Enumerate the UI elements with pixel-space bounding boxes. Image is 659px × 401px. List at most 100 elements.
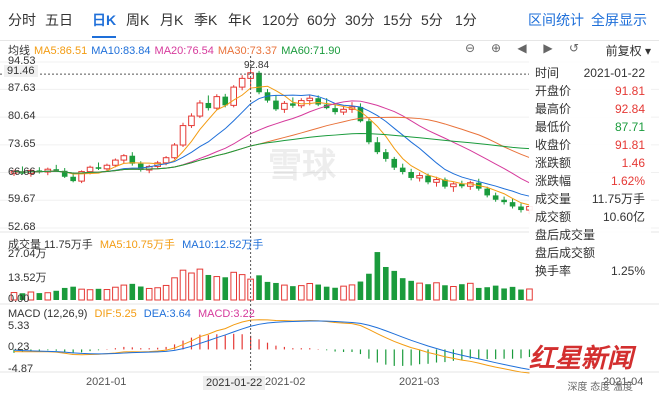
minus-icon[interactable]: ⊖ [464,41,476,55]
price-tick: 66.66 [8,165,36,178]
candle [273,100,279,110]
candle [450,183,457,188]
volume-bar [348,284,356,301]
candle [162,157,170,164]
tab-10[interactable]: 15分 [383,12,413,28]
info-value: 92.84 [614,102,645,116]
ma-item-3: MA30:73.37 [217,45,278,57]
volume-bar [188,272,195,301]
peak-label: 92.84 [244,60,270,71]
volume-bar [137,286,144,300]
info-key: 盘后成交额 [535,246,596,260]
volume-bar [10,292,18,301]
volume-bar [459,284,465,300]
info-key: 换手率 [535,264,572,278]
info-value: 1.25% [610,264,645,278]
volume-bar [145,287,153,301]
info-row: 成交额 10.60亿 [535,208,645,226]
tab-4[interactable]: 月K [160,12,184,28]
info-key: 成交量 [535,192,572,206]
candle [205,102,212,109]
tab-12[interactable]: 1分 [455,12,477,28]
volume-bar [391,270,398,300]
volume-title: 成交量 11.75万手 MA5:10.75万手 MA10:12.52万手 [8,236,267,252]
restore-dropdown[interactable]: 前复权 ▾ [606,42,651,59]
volume-bar [264,281,271,300]
tab-0[interactable]: 分时 [8,12,36,28]
ma-title: 均线 [8,45,30,57]
volume-bar [518,289,524,300]
info-value: 1.46 [621,156,645,170]
volume-bar [61,287,68,300]
info-key: 盘后成交量 [535,228,596,242]
info-key: 开盘价 [535,84,572,98]
volume-bar [416,282,423,301]
tab-11[interactable]: 5分 [421,12,443,28]
volume-bar [501,288,507,300]
macd-dea: DEA:3.64 [143,308,191,320]
candle [281,102,288,110]
volume-bar [171,277,178,301]
candle [459,183,465,187]
candle [171,144,178,159]
tab-9[interactable]: 30分 [345,12,375,28]
macd-tick: 0.23 [8,341,30,354]
tab-6[interactable]: 年K [228,12,252,28]
left-icon[interactable]: ◀ [517,41,527,55]
candle [95,167,102,169]
volume-bar [19,293,26,300]
macd-value: MACD:3.22 [197,308,255,320]
candle [120,155,128,161]
macd-label: MACD (12,26,9) [8,308,88,320]
tab-7[interactable]: 120分 [262,12,300,28]
volume-bar [509,286,516,300]
date-label: 2021-01-22 [203,376,266,390]
tab-1[interactable]: 五日 [45,12,73,28]
volume-tick: 13.52万 [8,272,47,284]
volume-bar [366,273,372,300]
volume-bar [467,282,474,301]
info-row: 时间 2021-01-22 [535,64,645,82]
candle [484,188,490,196]
fullscreen-button[interactable]: 全屏显示 [591,12,647,28]
volume-bar [290,286,296,300]
volume-bar [205,274,212,300]
candle [222,96,229,106]
date-label: 2021-04 [603,376,644,388]
volume-bar [383,266,389,300]
tab-3[interactable]: 周K [126,12,150,28]
price-tick: 52.68 [8,221,36,233]
candle [408,171,414,178]
volume-bar [281,284,288,301]
candle [442,179,448,187]
candle [391,158,398,168]
ma-legend: 均线 MA5:86.51 MA10:83.84 MA20:76.54 MA30:73.3… [8,42,345,58]
candle [230,86,237,106]
volume-bar [357,281,364,300]
candle [340,108,347,113]
tab-5[interactable]: 季K [194,12,218,28]
volume-bar [222,277,229,300]
info-row: 最高价 92.84 [535,100,645,118]
candle [53,169,60,171]
reset-icon[interactable]: ↺ [568,41,580,55]
candle [501,199,507,203]
right-icon[interactable]: ▶ [543,41,553,55]
volume-bar [129,283,136,300]
macd-tick: 5.33 [8,319,30,332]
volume-bar [196,268,204,301]
info-key: 涨跌幅 [535,174,572,188]
info-row: 最低价 87.71 [535,118,645,136]
volume-bar [298,285,305,301]
volume-bar [374,252,381,300]
volume-bar [27,291,35,301]
candle [366,121,372,143]
tab-8[interactable]: 60分 [307,12,337,28]
ma5-line [13,85,530,206]
tab-2[interactable]: 日K [92,12,117,38]
range-stats-button[interactable]: 区间统计 [528,12,584,28]
plus-icon[interactable]: ⊕ [490,41,502,55]
volume-ma5: MA5:10.75万手 [99,239,176,251]
date-label: 2021-03 [399,376,440,388]
